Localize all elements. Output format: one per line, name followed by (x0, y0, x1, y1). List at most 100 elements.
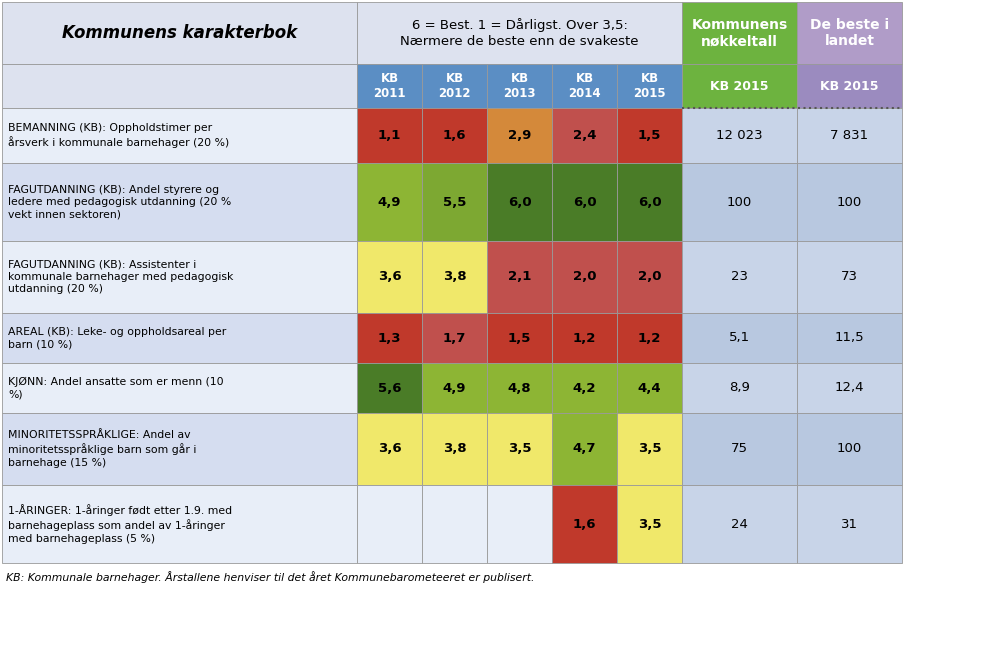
Text: 12,4: 12,4 (833, 382, 864, 394)
Bar (357, 163, 421, 241)
Text: 1,6: 1,6 (442, 129, 465, 142)
Text: KB
2012: KB 2012 (438, 72, 470, 100)
Text: 2,0: 2,0 (637, 270, 661, 284)
Text: 3,8: 3,8 (442, 442, 465, 456)
Text: KB
2013: KB 2013 (503, 72, 536, 100)
Bar (486, 163, 552, 241)
Text: 3,5: 3,5 (637, 517, 661, 531)
Text: 75: 75 (730, 442, 747, 456)
Bar (796, 2, 901, 64)
Text: 23: 23 (730, 270, 747, 284)
Text: KB 2015: KB 2015 (709, 80, 768, 92)
Text: 1,6: 1,6 (572, 517, 596, 531)
Text: 3,6: 3,6 (377, 270, 401, 284)
Text: Kommunens karakterbok: Kommunens karakterbok (62, 24, 297, 42)
Text: KB
2014: KB 2014 (568, 72, 600, 100)
Text: 31: 31 (841, 517, 858, 531)
Text: 100: 100 (726, 195, 751, 208)
Bar (617, 64, 681, 108)
Bar (617, 363, 681, 413)
Bar (617, 413, 681, 485)
Text: FAGUTDANNING (KB): Andel styrere og
ledere med pedagogisk utdanning (20 %
vekt i: FAGUTDANNING (KB): Andel styrere og lede… (8, 185, 231, 219)
Text: FAGUTDANNING (KB): Assistenter i
kommunale barnehager med pedagogisk
utdanning (: FAGUTDANNING (KB): Assistenter i kommuna… (8, 260, 233, 294)
Text: 7 831: 7 831 (829, 129, 868, 142)
Bar (421, 241, 486, 313)
Bar (2, 413, 357, 485)
Bar (486, 313, 552, 363)
Text: 5,6: 5,6 (377, 382, 401, 394)
Bar (681, 413, 796, 485)
Text: 5,1: 5,1 (728, 331, 749, 345)
Bar (552, 313, 617, 363)
Text: 100: 100 (837, 442, 862, 456)
Bar (486, 64, 552, 108)
Text: 3,6: 3,6 (377, 442, 401, 456)
Text: 4,8: 4,8 (508, 382, 531, 394)
Bar (796, 163, 901, 241)
Text: 8,9: 8,9 (728, 382, 749, 394)
Text: 4,9: 4,9 (442, 382, 465, 394)
Bar (486, 363, 552, 413)
Text: 3,5: 3,5 (637, 442, 661, 456)
Text: 1-ÅRINGER: 1-åringer født etter 1.9. med
barnehageplass som andel av 1-åringer
m: 1-ÅRINGER: 1-åringer født etter 1.9. med… (8, 505, 232, 544)
Bar (796, 64, 901, 108)
Bar (486, 241, 552, 313)
Bar (681, 313, 796, 363)
Bar (2, 241, 357, 313)
Bar (2, 485, 357, 563)
Bar (681, 363, 796, 413)
Bar (421, 313, 486, 363)
Text: KB
2015: KB 2015 (633, 72, 665, 100)
Bar (421, 485, 486, 563)
Bar (486, 108, 552, 163)
Text: KB: Kommunale barnehager. Årstallene henviser til det året Kommunebarometeeret e: KB: Kommunale barnehager. Årstallene hen… (6, 571, 534, 583)
Bar (486, 485, 552, 563)
Bar (681, 2, 796, 64)
Text: 1,3: 1,3 (377, 331, 401, 345)
Text: MINORITETSSPRÅKLIGE: Andel av
minoritetsspråklige barn som går i
barnehage (15 %: MINORITETSSPRÅKLIGE: Andel av minoritets… (8, 430, 197, 467)
Bar (357, 485, 421, 563)
Text: 73: 73 (841, 270, 858, 284)
Bar (357, 108, 421, 163)
Bar (357, 313, 421, 363)
Bar (552, 363, 617, 413)
Text: KB 2015: KB 2015 (819, 80, 878, 92)
Bar (357, 241, 421, 313)
Text: 4,2: 4,2 (572, 382, 596, 394)
Bar (2, 363, 357, 413)
Text: AREAL (KB): Leke- og oppholdsareal per
barn (10 %): AREAL (KB): Leke- og oppholdsareal per b… (8, 327, 226, 349)
Bar (486, 413, 552, 485)
Bar (2, 64, 357, 108)
Text: KJØNN: Andel ansatte som er menn (10
%): KJØNN: Andel ansatte som er menn (10 %) (8, 376, 224, 399)
Text: BEMANNING (KB): Oppholdstimer per
årsverk i kommunale barnehager (20 %): BEMANNING (KB): Oppholdstimer per årsver… (8, 123, 229, 148)
Bar (617, 108, 681, 163)
Bar (617, 485, 681, 563)
Bar (421, 108, 486, 163)
Text: 1,7: 1,7 (442, 331, 465, 345)
Text: De beste i
landet: De beste i landet (809, 18, 889, 48)
Bar (796, 485, 901, 563)
Text: 4,4: 4,4 (637, 382, 661, 394)
Bar (552, 64, 617, 108)
Bar (421, 413, 486, 485)
Bar (552, 241, 617, 313)
Bar (681, 241, 796, 313)
Bar (681, 64, 796, 108)
Text: 2,0: 2,0 (572, 270, 596, 284)
Text: 1,2: 1,2 (637, 331, 661, 345)
Text: 5,5: 5,5 (442, 195, 465, 208)
Bar (796, 363, 901, 413)
Text: 4,9: 4,9 (377, 195, 401, 208)
Text: 1,1: 1,1 (377, 129, 401, 142)
Bar (617, 163, 681, 241)
Text: 12 023: 12 023 (715, 129, 762, 142)
Bar (421, 363, 486, 413)
Bar (2, 163, 357, 241)
Text: 2,4: 2,4 (572, 129, 596, 142)
Text: Kommunens
nøkkeltall: Kommunens nøkkeltall (691, 18, 786, 48)
Bar (552, 108, 617, 163)
Bar (552, 485, 617, 563)
Bar (2, 313, 357, 363)
Text: 1,5: 1,5 (637, 129, 661, 142)
Text: 24: 24 (730, 517, 747, 531)
